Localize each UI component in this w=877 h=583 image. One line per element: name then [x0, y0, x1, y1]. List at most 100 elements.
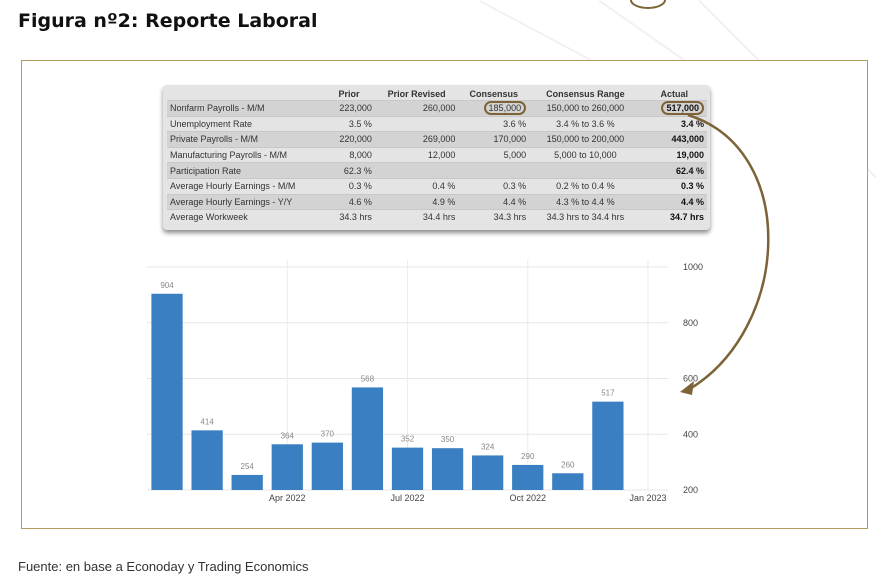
- bar-value-label: 254: [241, 462, 255, 471]
- bar-value-label: 260: [561, 460, 575, 469]
- header-actual: Actual: [660, 89, 689, 99]
- prior-revised-cell: 260,000: [374, 100, 459, 117]
- prior-revised-cell: [374, 115, 459, 132]
- source-caption: Fuente: en base a Econoday y Trading Eco…: [18, 559, 309, 574]
- consensus-cell: 170,000: [458, 131, 530, 148]
- prior-revised-cell: 12,000: [374, 146, 459, 163]
- prior-cell: 34.3 hrs: [323, 209, 375, 225]
- arrowhead-icon: [680, 381, 694, 395]
- bar-oct-2022: [512, 464, 544, 490]
- consensus-cell: 5,000: [458, 146, 530, 163]
- data-table: Prior Prior Revised Consensus Consensus Ran…: [167, 88, 707, 225]
- table-row: Unemployment Rate 3.5 % 3.6 % 3.4 % to 3.6 …: [167, 115, 707, 132]
- bar-jul-2022: [391, 447, 424, 490]
- bar-value-label: 364: [281, 431, 295, 440]
- data-table-panel: Prior Prior Revised Consensus Consensus Ran…: [163, 85, 710, 230]
- prior-cell: 8,000: [323, 146, 375, 163]
- row-label: Unemployment Rate: [167, 115, 323, 132]
- bar-value-label: 290: [521, 452, 535, 461]
- connector-arrow: [687, 113, 770, 392]
- table-row: Average Workweek 34.3 hrs 34.4 hrs 34.3 hrs…: [167, 209, 707, 225]
- bar-aug-2022: [431, 448, 464, 490]
- bar-jun-2022: [351, 387, 384, 490]
- bar-value-label: 350: [441, 435, 455, 444]
- row-label: Private Payrolls - M/M: [167, 131, 323, 148]
- row-label: Participation Rate: [167, 162, 323, 179]
- bar-nov-2022: [552, 473, 584, 490]
- consensus-cell: 3.6 %: [458, 115, 530, 132]
- consensus-range-cell: 5,000 to 10,000: [529, 146, 642, 163]
- table-row: Private Payrolls - M/M 220,000 269,000 170,…: [167, 131, 707, 148]
- y-tick-label: 600: [683, 374, 698, 384]
- prior-revised-cell: [374, 162, 459, 179]
- bar-value-label: 352: [401, 435, 415, 444]
- bar-apr-2022: [271, 444, 303, 490]
- x-tick-label: Jul 2022: [390, 493, 424, 503]
- actual-cell: 34.7 hrs: [641, 209, 707, 225]
- consensus-range-cell: 150,000 to 260,000: [529, 100, 642, 117]
- prior-revised-cell: 269,000: [374, 131, 459, 148]
- consensus-range-cell: 150,000 to 200,000: [529, 131, 642, 148]
- consensus-range-cell: 3.4 % to 3.6 %: [529, 115, 642, 132]
- prior-cell: 3.5 %: [323, 115, 375, 132]
- row-label: Nonfarm Payrolls - M/M: [167, 100, 323, 117]
- actual-highlight-circle: 517,000: [661, 101, 704, 116]
- consensus-cell: 34.3 hrs: [458, 209, 530, 225]
- consensus-highlight-circle: 185,000: [483, 101, 527, 116]
- table-header-row: Prior Prior Revised Consensus Consensus Ran…: [167, 88, 707, 101]
- actual-cell: 517,000: [641, 100, 707, 117]
- bar-sep-2022: [472, 455, 504, 490]
- actual-cell: 19,000: [641, 146, 707, 163]
- actual-cell: 4.4 %: [641, 193, 707, 210]
- figure-title: Figura nº2: Reporte Laboral: [18, 10, 318, 32]
- highlight-ellipse: [629, 0, 666, 9]
- header-prior: Prior: [338, 89, 360, 99]
- consensus-cell: [458, 162, 530, 179]
- bar-value-label: 904: [160, 281, 174, 290]
- row-label: Average Workweek: [167, 209, 323, 225]
- y-tick-label: 1000: [683, 262, 703, 272]
- prior-cell: 0.3 %: [323, 177, 375, 195]
- consensus-range-cell: 0.2 % to 0.4 %: [529, 177, 642, 195]
- bar-value-label: 517: [601, 389, 615, 398]
- prior-revised-cell: 4.9 %: [374, 193, 459, 210]
- prior-cell: 223,000: [323, 100, 375, 117]
- prior-cell: 220,000: [323, 131, 375, 148]
- table-row: Manufacturing Payrolls - M/M 8,000 12,000 5…: [167, 146, 707, 163]
- prior-cell: 62.3 %: [323, 162, 375, 179]
- prior-revised-cell: 0.4 %: [374, 177, 459, 195]
- y-tick-label: 800: [683, 318, 698, 328]
- bar-mar-2022: [231, 474, 263, 490]
- header-consensus: Consensus: [469, 89, 518, 99]
- consensus-range-cell: [529, 162, 642, 179]
- x-tick-label: Apr 2022: [269, 493, 306, 503]
- consensus-cell: 185,000: [458, 100, 530, 117]
- row-label: Manufacturing Payrolls - M/M: [167, 146, 323, 163]
- y-tick-label: 400: [683, 429, 698, 439]
- prior-cell: 4.6 %: [323, 193, 375, 210]
- table-row: Nonfarm Payrolls - M/M 223,000 260,000 185,…: [167, 100, 707, 117]
- x-tick-label: Oct 2022: [509, 493, 546, 503]
- bar-value-label: 370: [321, 430, 335, 439]
- consensus-range-cell: 34.3 hrs to 34.4 hrs: [529, 209, 642, 225]
- bar-jan-2022: [151, 293, 183, 490]
- y-tick-label: 200: [683, 485, 698, 495]
- prior-revised-cell: 34.4 hrs: [374, 209, 459, 225]
- bar-dec-2022: [592, 401, 624, 490]
- table-row: Participation Rate 62.3 % 62.4 %: [167, 162, 707, 179]
- actual-cell: 0.3 %: [641, 177, 707, 195]
- consensus-cell: 0.3 %: [458, 177, 530, 195]
- table-row: Average Hourly Earnings - Y/Y 4.6 % 4.9 % 4…: [167, 193, 707, 210]
- bar-may-2022: [311, 442, 343, 490]
- header-prior-revised: Prior Revised: [387, 89, 446, 99]
- table-row: Average Hourly Earnings - M/M 0.3 % 0.4 % 0…: [167, 177, 707, 195]
- table-body: Nonfarm Payrolls - M/M 223,000 260,000 185,…: [167, 100, 707, 225]
- row-label: Average Hourly Earnings - M/M: [167, 177, 323, 195]
- header-consensus-range: Consensus Range: [546, 89, 625, 99]
- bar-value-label: 324: [481, 442, 495, 451]
- row-label: Average Hourly Earnings - Y/Y: [167, 193, 323, 210]
- consensus-cell: 4.4 %: [458, 193, 530, 210]
- bar-value-label: 414: [200, 417, 214, 426]
- actual-cell: 3.4 %: [641, 115, 707, 132]
